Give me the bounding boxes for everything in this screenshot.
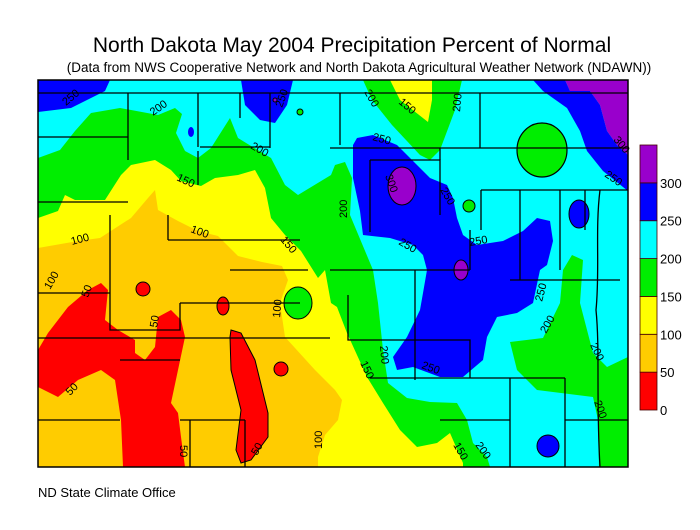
legend-tick-label: 200 <box>660 252 682 267</box>
zone-0-50-spot <box>273 361 289 377</box>
zone-250-300-spot <box>568 199 590 229</box>
zone-50-100 <box>38 190 342 467</box>
zone-0-50 <box>38 283 185 467</box>
zone-250-300-spot <box>536 434 560 458</box>
legend-tick-label: 100 <box>660 327 682 342</box>
legend-tick-label: 50 <box>660 365 674 380</box>
zone-0-50-spot <box>216 296 230 316</box>
contour-label: 200 <box>591 399 609 420</box>
county-boundaries <box>38 92 628 468</box>
contour-label: 200 <box>377 345 391 364</box>
legend-tick-label: 150 <box>660 289 682 304</box>
legend-swatch-3 <box>639 258 658 297</box>
zone-250-300-north <box>241 80 293 123</box>
zone-150-200-dot <box>296 108 304 116</box>
legend-tick-label: 300 <box>660 176 682 191</box>
contour-label: 250 <box>371 131 392 147</box>
contour-label: 100 <box>70 232 91 248</box>
legend-swatch-0 <box>639 371 658 411</box>
contour-label: 100 <box>189 224 210 242</box>
legend-swatch-2 <box>639 296 658 335</box>
map-subtitle: (Data from NWS Cooperative Network and N… <box>67 60 651 75</box>
zone-300-central <box>387 166 417 206</box>
legend: 0 50 100 150 200 250 300 <box>639 144 682 418</box>
map-border <box>37 79 629 468</box>
legend-swatch-1 <box>639 333 658 373</box>
contour-label: 250 <box>468 234 488 249</box>
zone-100-150-north <box>390 80 432 122</box>
zone-250-300-ne <box>533 80 628 191</box>
contour-label: 100 <box>271 299 285 318</box>
zone-250-300-nw <box>38 80 110 112</box>
legend-tick-label: 0 <box>660 403 667 418</box>
zone-300-ne <box>565 80 628 155</box>
legend-swatch-5 <box>639 182 658 222</box>
contour-label: 250 <box>420 360 441 378</box>
contour-label: 200 <box>338 200 350 218</box>
zone-150-200-north <box>363 80 462 160</box>
zone-250-300-dot <box>188 127 194 137</box>
contour-label: 200 <box>451 93 465 112</box>
map-area <box>37 79 629 468</box>
zone-150-200-circle <box>516 122 568 178</box>
contour-label: 300 <box>382 173 400 194</box>
map-title: North Dakota May 2004 Precipitation Perc… <box>93 34 611 57</box>
zone-0-50-strip <box>229 329 269 464</box>
contour-label: 250 <box>533 282 549 303</box>
zone-150-200-spot <box>462 199 476 213</box>
legend-tick-label: 250 <box>660 214 682 229</box>
contour-label: 50 <box>80 283 95 299</box>
contour-label: 100 <box>313 431 325 449</box>
contour-label: 50 <box>148 314 162 328</box>
contour-label: 250 <box>274 88 292 109</box>
legend-swatch-6 <box>639 144 658 184</box>
credit-text: ND State Climate Office <box>38 485 176 500</box>
contour-label: 50 <box>177 445 189 457</box>
zone-300-dot <box>272 97 278 103</box>
legend-swatch-4 <box>639 220 658 259</box>
contour-label: 50 <box>249 441 266 458</box>
zone-0-50-spot <box>135 281 151 297</box>
